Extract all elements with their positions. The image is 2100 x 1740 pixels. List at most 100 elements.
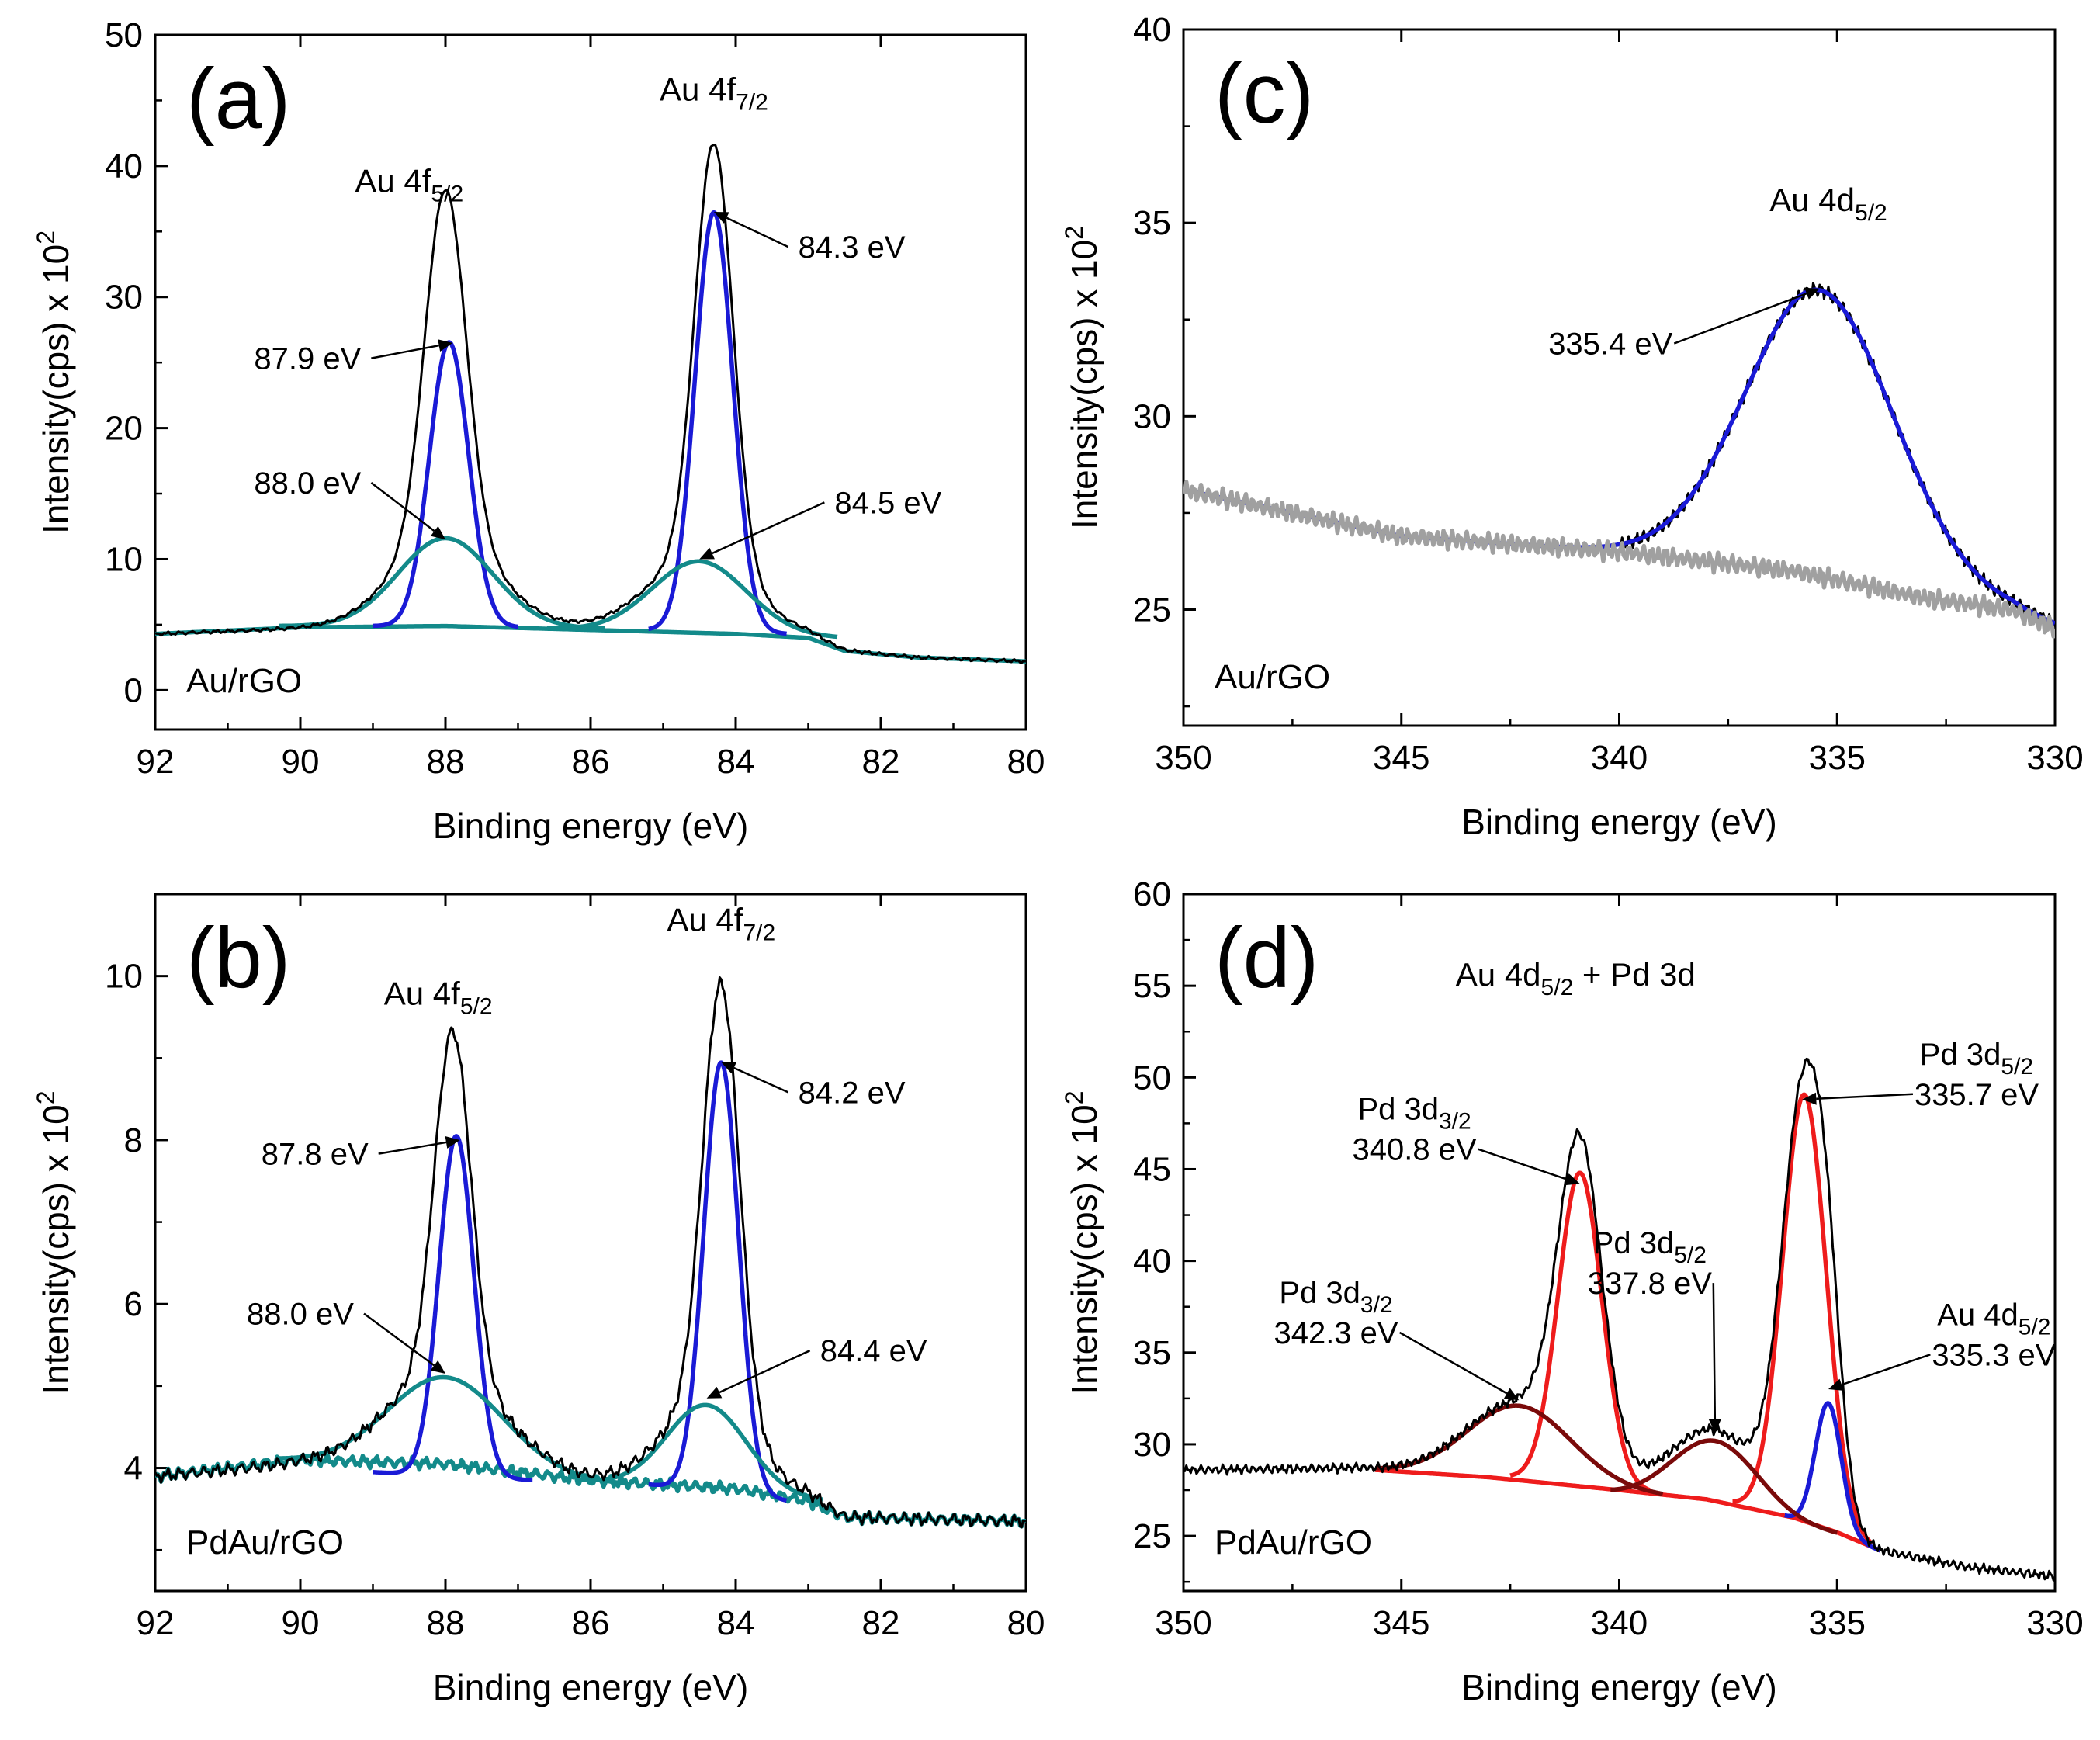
x-tick-label: 350 [1155, 739, 1211, 777]
x-tick-label: 82 [862, 1604, 900, 1642]
annotation-arrowhead [1828, 1378, 1844, 1391]
x-tick-label: 330 [2026, 1604, 2083, 1642]
annotation-energy: 88.0 eV [247, 1298, 354, 1332]
annotation-energy: 88.0 eV [254, 466, 361, 501]
y-tick-label: 50 [105, 16, 143, 54]
annotation-arrow [733, 1066, 789, 1094]
peak-label: Au 4f7/2 [660, 71, 768, 115]
annotation-energy: 337.8 eV [1588, 1267, 1712, 1301]
series-au-component-1 [371, 340, 520, 629]
annotation-arrow [370, 482, 435, 532]
annotation-arrow [371, 344, 439, 359]
x-tick-label: 84 [717, 1604, 755, 1642]
x-tick-label: 340 [1591, 1604, 1648, 1642]
annotation-arrowhead [430, 525, 445, 540]
y-tick-label: 55 [1133, 967, 1171, 1005]
x-tick-label: 345 [1373, 1604, 1429, 1642]
annotation-energy: 340.8 eV [1353, 1133, 1477, 1167]
annotation-species: Pd 3d3/2 [1357, 1093, 1471, 1135]
peak-label: Au 4d5/2 [1769, 182, 1887, 226]
peak-label: Au 4f5/2 [384, 976, 493, 1020]
annotation-arrowhead [721, 1062, 736, 1074]
annotation-arrowhead [438, 339, 453, 352]
series-pd-3d3-2-metallic [1508, 1170, 1652, 1492]
peak-label: Au 4d5/2 + Pd 3d [1456, 956, 1696, 1000]
annotation-arrow [712, 501, 825, 555]
series-au-component-1 [371, 1134, 535, 1483]
x-tick-label: 86 [572, 743, 610, 781]
annotation-arrowhead [699, 547, 715, 560]
sample-label: Au/rGO [1215, 658, 1330, 696]
chart-panel-d: 350 345 340 335 330 25 30 35 40 45 50 55 60 Binding e… [1060, 875, 2084, 1707]
x-tick-label: 335 [1809, 739, 1866, 777]
annotation-arrowhead [1802, 1092, 1817, 1105]
x-tick-label: 350 [1155, 1604, 1211, 1642]
series-envelope [155, 976, 1026, 1529]
annotation-energy: 84.5 eV [834, 486, 941, 520]
annotation-species: Pd 3d5/2 [1593, 1226, 1707, 1268]
annotation-arrow [719, 1350, 811, 1394]
x-axis-label: Binding energy (eV) [433, 1667, 749, 1707]
annotation-arrowhead [706, 1386, 723, 1399]
annotation-arrow [1841, 1354, 1931, 1386]
annotation-energy: 342.3 eV [1274, 1316, 1398, 1350]
series-envelope [1183, 1057, 2055, 1582]
peak-label: Au 4f5/2 [355, 163, 463, 207]
x-tick-label: 86 [572, 1604, 610, 1642]
y-tick-label: 8 [124, 1121, 143, 1159]
annotation-energy: 84.3 eV [799, 230, 906, 265]
x-tick-label: 92 [137, 1604, 175, 1642]
annotation-arrow [378, 1141, 447, 1155]
panel-label: (c) [1215, 46, 1314, 141]
annotation-arrow [363, 1312, 435, 1367]
annotation-energy: 84.2 eV [799, 1076, 906, 1110]
y-tick-label: 20 [105, 410, 143, 448]
y-tick-label: 40 [105, 147, 143, 185]
annotation-arrowhead [1708, 1419, 1721, 1433]
x-axis-label: Binding energy (eV) [433, 806, 749, 846]
annotation-energy: 87.8 eV [262, 1138, 369, 1172]
series-au-component-2 [646, 1060, 788, 1503]
x-tick-label: 90 [282, 1604, 320, 1642]
x-tick-label: 88 [427, 743, 465, 781]
annotation-species: Pd 3d5/2 [1920, 1038, 2033, 1080]
annotation-energy: 335.3 eV [1932, 1338, 2056, 1372]
chart-panel-b: 92 90 88 86 84 82 80 4 6 8 10 Binding energy (eV) In… [32, 893, 1045, 1707]
annotation-arrowhead [1503, 1388, 1520, 1401]
y-tick-label: 40 [1133, 11, 1171, 49]
series-envelope [155, 144, 1026, 664]
y-axis-label: Intensity(cps) x 102 [32, 1090, 76, 1394]
annotation-energy: 335.7 eV [1915, 1078, 2039, 1112]
annotation-arrowhead [430, 1360, 445, 1374]
y-tick-label: 40 [1133, 1243, 1171, 1281]
x-tick-label: 335 [1809, 1604, 1866, 1642]
x-tick-label: 340 [1591, 739, 1648, 777]
y-tick-label: 0 [124, 671, 143, 709]
annotation-arrow [1712, 1283, 1717, 1419]
annotation-arrowhead [713, 211, 729, 224]
peak-label: Au 4f7/2 [667, 902, 775, 946]
series-au-component-2 [646, 210, 788, 636]
x-tick-label: 88 [427, 1604, 465, 1642]
chart-panel-a: 92 90 88 86 84 82 80 0 10 20 30 40 50 Binding energy … [32, 16, 1045, 846]
x-axis-label: Binding energy (eV) [1461, 1667, 1777, 1707]
annotation-arrow [1398, 1331, 1508, 1395]
annotation-arrow [726, 217, 789, 248]
x-tick-label: 80 [1007, 1604, 1045, 1642]
y-tick-label: 50 [1133, 1059, 1171, 1097]
y-tick-label: 6 [124, 1285, 143, 1323]
annotation-species: Au 4d5/2 [1937, 1298, 2050, 1340]
annotation-arrow [1816, 1093, 1913, 1100]
y-tick-label: 10 [105, 958, 143, 996]
x-tick-label: 345 [1373, 739, 1429, 777]
annotation-arrowhead [1804, 287, 1820, 300]
series-background [1374, 1468, 1883, 1553]
series-pd-3d5-2-oxidized [1609, 1438, 1839, 1535]
series-au-broad-component-2 [574, 1402, 825, 1502]
y-axis-label: Intensity(cps) x 102 [1060, 1090, 1104, 1394]
y-axis-label: Intensity(cps) x 102 [32, 230, 76, 534]
x-tick-label: 80 [1007, 743, 1045, 781]
y-tick-label: 25 [1133, 591, 1171, 629]
annotation-energy: 84.4 eV [820, 1334, 927, 1368]
